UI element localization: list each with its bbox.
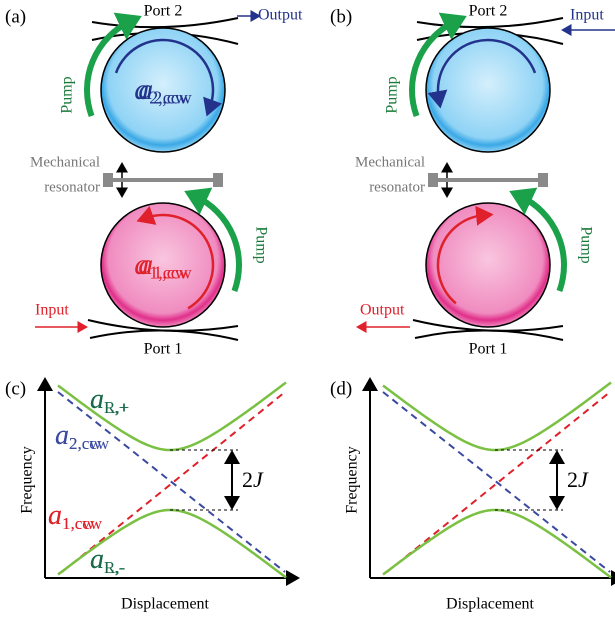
mode-subscript: R,+ [104,398,129,417]
port-label: Port 2 [144,3,183,20]
waveguide [415,330,563,340]
gap-number: 2 [567,467,578,492]
mechanical-clamp [213,173,223,187]
mode-subscript: 1,cw [62,514,95,533]
mode-symbol: a [48,500,62,531]
mode-symbol: a [138,248,153,281]
pump-label: Pump [252,226,269,263]
signal-label: Input [35,302,69,319]
gap-symbol: J [578,467,589,492]
pump-label: Pump [59,76,76,113]
mode-symbol: a [55,420,69,451]
panel-label: (a) [5,6,26,27]
hybrid-mode [383,382,611,450]
mode-label: a1,cw [48,500,95,532]
mode-symbol: a [134,73,149,106]
mode-symbol: a [90,384,104,415]
mechanical-label: Mechanical [355,154,425,170]
signal-label: Output [360,302,405,319]
mode-subscript: 2,ccw [69,434,110,453]
gap-symbol: J [253,467,264,492]
hybrid-mode [383,510,611,578]
plot: (c) 2J Frequency Displacement [5,378,292,612]
mode-label: aR,+ [90,384,129,416]
panel-label: (c) [5,378,26,399]
gap-number: 2 [242,467,253,492]
gap-label: 2J [242,467,264,492]
signal-label: Output [258,7,303,24]
mode-label: a2,ccw [55,420,110,452]
panel: (b) Port 2 Port 1 Pump Pump Mechanical resonat… [330,3,615,358]
mode-symbol: a [90,544,104,575]
pump-label: Pump [384,76,401,113]
mechanical-label: resonator [44,179,100,195]
port-label: Port 2 [469,3,508,20]
port-label: Port 1 [469,341,508,358]
mechanical-clamp [538,173,548,187]
mechanical-clamp [428,173,438,187]
waveguide [90,330,238,340]
pump-label: Pump [577,226,594,263]
axis-label: Frequency [344,446,361,514]
mechanical-label: Mechanical [30,154,100,170]
ring [426,203,550,327]
mode-subscript: 1,cw [153,263,188,283]
mode-subscript: 2,ccw [149,88,191,108]
axis-label: Frequency [19,446,36,514]
figure: (a) Port 2 Port 1 Pump Pump Mechanical resonat… [0,0,615,619]
signal-label: Input [570,7,604,24]
mode-label: aR,- [90,544,126,576]
mechanical-clamp [103,173,113,187]
mode-subscript: R,- [104,558,126,577]
panel-label: (b) [330,6,352,27]
port-label: Port 1 [144,341,183,358]
axis-label: Displacement [446,596,535,613]
ring [426,28,550,152]
panel: (a) Port 2 Port 1 Pump Pump Mechanical resonat… [5,3,303,358]
gap-label: 2J [567,467,589,492]
mechanical-label: resonator [369,179,425,195]
axis-label: Displacement [121,596,210,613]
panel-label: (d) [330,378,352,399]
plot: (d) 2J Frequency Displacement [330,378,615,612]
